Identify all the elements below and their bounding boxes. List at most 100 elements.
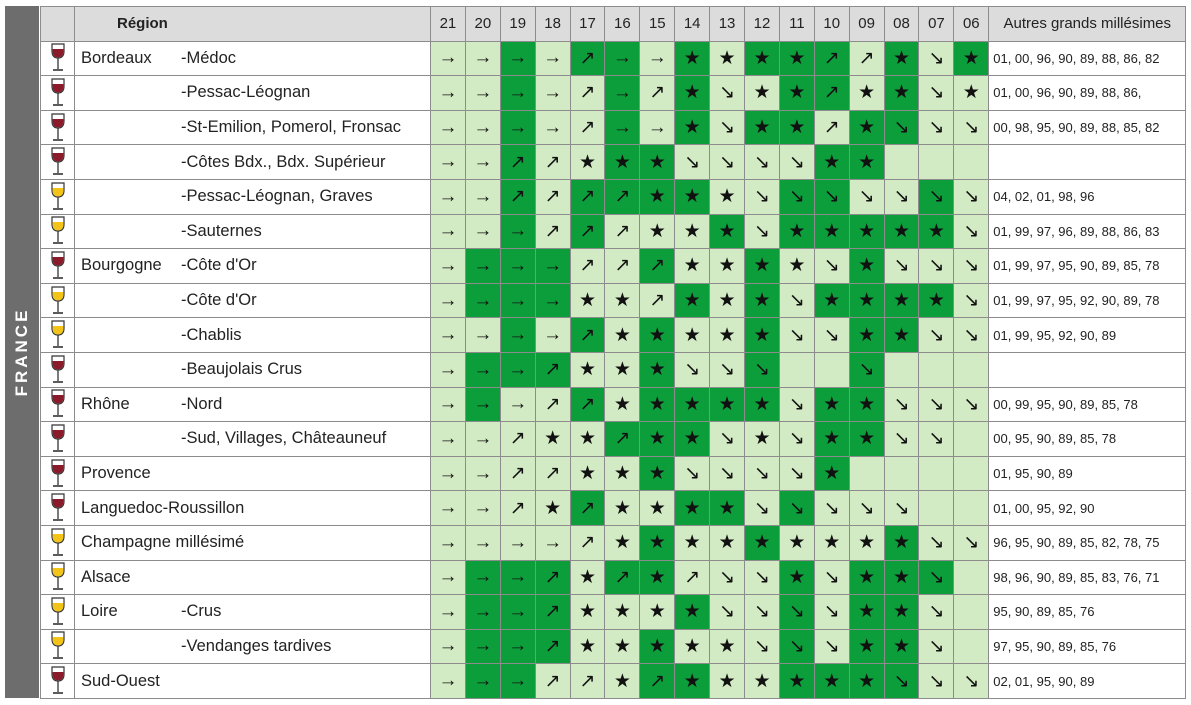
table-row: -St-Emilion, Pomerol, Fronsac → → → → ↗ → → ★ ↘ ★ ★… <box>40 109 1187 146</box>
vintage-rating-cell: ↗ <box>639 282 676 319</box>
vintage-rating-cell: → <box>499 317 536 353</box>
vintage-rating-cell: → <box>430 351 466 388</box>
vintage-rating-cell <box>918 490 955 526</box>
vintage-rating-cell: ★ <box>674 213 711 250</box>
vintage-rating-cell: → <box>499 559 536 596</box>
region-cell: -St-Emilion, Pomerol, Fronsac <box>74 109 431 146</box>
subregion-name: -Nord <box>181 394 223 413</box>
table-row: Languedoc-Roussillon → → ↗ ★ ↗ ★ ★ ★ ★ ↘ ↘ ↘ ↘ ↘ 01, 00… <box>40 490 1187 526</box>
vintage-rating-cell <box>953 144 990 180</box>
white-wine-glass-icon <box>40 178 75 215</box>
vintage-rating-cell: ↗ <box>499 421 536 457</box>
vintage-rating-cell: → <box>430 213 466 250</box>
vintage-rating-cell: ★ <box>674 386 711 423</box>
vintage-rating-cell: ↘ <box>883 109 920 146</box>
vintage-rating-cell: ★ <box>813 386 850 423</box>
vintage-rating-cell: ★ <box>604 386 641 423</box>
vintage-rating-cell <box>848 455 885 492</box>
vintage-rating-cell <box>918 144 955 180</box>
vintage-rating-cell: ↘ <box>848 178 885 215</box>
vintage-rating-cell: ↗ <box>499 144 536 180</box>
vintage-rating-cell: ★ <box>604 524 641 561</box>
white-wine-glass-icon <box>40 524 75 561</box>
vintage-rating-cell: ↗ <box>604 421 641 457</box>
vintage-rating-cell: → <box>499 109 536 146</box>
other-vintages-cell: 01, 99, 95, 92, 90, 89 <box>988 317 1187 353</box>
vintage-rating-cell: ↗ <box>813 75 850 111</box>
vintage-rating-cell: ★ <box>848 628 885 665</box>
vintage-rating-cell <box>883 351 920 388</box>
table-row: -Vendanges tardives → → → ↗ ★ ★ ★ ★ ★ ↘ ↘ ↘ ★ ★ ↘ 97, 95… <box>40 628 1187 665</box>
vintage-rating-cell: ★ <box>534 490 571 526</box>
vintage-rating-cell: ★ <box>813 663 850 699</box>
white-wine-glass-icon <box>40 559 75 596</box>
vintage-rating-cell <box>883 455 920 492</box>
vintage-rating-cell: ★ <box>848 317 885 353</box>
vintage-rating-cell: ↘ <box>744 144 780 180</box>
vintage-rating-cell: ★ <box>848 386 885 423</box>
vintage-rating-cell: ↘ <box>778 144 815 180</box>
vintage-rating-cell: ★ <box>848 282 885 319</box>
red-wine-glass-icon <box>40 75 75 111</box>
vintage-rating-cell: → <box>499 75 536 111</box>
white-wine-glass-icon <box>40 213 75 250</box>
vintage-rating-cell: → <box>499 628 536 665</box>
vintage-rating-cell: ★ <box>709 490 746 526</box>
vintage-rating-cell: ↘ <box>709 559 746 596</box>
vintage-rating-cell: → <box>604 40 641 77</box>
vintage-rating-cell: ★ <box>709 628 746 665</box>
vintage-rating-cell: ↘ <box>883 248 920 284</box>
vintage-rating-cell: ↗ <box>569 40 606 77</box>
red-wine-glass-icon <box>40 351 75 388</box>
vintage-rating-cell: ↘ <box>918 663 955 699</box>
vintage-rating-cell: ↘ <box>848 351 885 388</box>
vintage-rating-cell: ★ <box>674 75 711 111</box>
region-name: Provence <box>81 464 151 483</box>
vintage-rating-cell: → <box>430 386 466 423</box>
region-cell: -Pessac-Léognan <box>74 75 431 111</box>
vintage-rating-cell: ★ <box>848 109 885 146</box>
vintage-rating-cell: ★ <box>709 282 746 319</box>
vintage-rating-cell: → <box>430 282 466 319</box>
vintage-rating-cell: ★ <box>848 524 885 561</box>
region-cell: -Côte d'Or <box>74 282 431 319</box>
vintage-rating-cell: ↘ <box>918 594 955 630</box>
vintage-rating-cell: → <box>430 594 466 630</box>
vintage-rating-cell: ★ <box>639 178 676 215</box>
vintage-rating-cell <box>883 144 920 180</box>
region-name: Champagne millésimé <box>81 533 245 552</box>
subregion-name: -Pessac-Léognan <box>181 83 311 102</box>
red-wine-glass-icon <box>40 144 75 180</box>
vintage-rating-cell: ↗ <box>569 178 606 215</box>
vintage-rating-cell: ★ <box>813 524 850 561</box>
table-row: Sud-Ouest → → → ↗ ↗ ★ ↗ ★ ★ ★ ★ ★ ★ ↘ ↘ ↘ 02, 01, 95, 90,… <box>40 663 1187 699</box>
vintage-rating-cell: ↗ <box>534 351 571 388</box>
vintage-rating-cell: → <box>430 559 466 596</box>
vintage-rating-cell: ★ <box>883 282 920 319</box>
vintage-rating-cell: ↘ <box>953 386 990 423</box>
vintage-rating-cell: ★ <box>848 594 885 630</box>
region-cell: Bourgogne -Côte d'Or <box>74 248 431 284</box>
vintage-rating-cell: ★ <box>569 282 606 319</box>
vintage-rating-cell: ↘ <box>953 178 990 215</box>
table-row: -Chablis → → → → ↗ ★ ★ ★ ★ ★ ↘ ↘ ★ ★ ↘ ↘ 01, 99, 95, 92, … <box>40 317 1187 353</box>
subregion-name: -Beaujolais Crus <box>181 360 303 379</box>
vintage-rating-cell: → <box>464 75 501 111</box>
vintage-rating-cell: ↘ <box>813 594 850 630</box>
other-vintages-cell: 97, 95, 90, 89, 85, 76 <box>988 628 1187 665</box>
vintage-rating-cell: ↗ <box>534 663 571 699</box>
vintage-rating-cell: ★ <box>674 628 711 665</box>
vintage-rating-cell: ↘ <box>918 178 955 215</box>
subregion-name: -Chablis <box>181 325 242 344</box>
vintage-rating-cell: ↘ <box>953 663 990 699</box>
vintage-rating-cell: ★ <box>639 559 676 596</box>
region-cell: -Côtes Bdx., Bdx. Supérieur <box>74 144 431 180</box>
vintage-rating-cell: → <box>464 317 501 353</box>
vintage-rating-cell: ★ <box>778 40 815 77</box>
vintage-rating-cell: → <box>430 628 466 665</box>
white-wine-glass-icon <box>40 594 75 630</box>
vintage-rating-cell: ★ <box>674 109 711 146</box>
vintage-rating-cell <box>953 455 990 492</box>
vintage-rating-cell: ★ <box>778 663 815 699</box>
vintage-rating-cell: ★ <box>639 386 676 423</box>
